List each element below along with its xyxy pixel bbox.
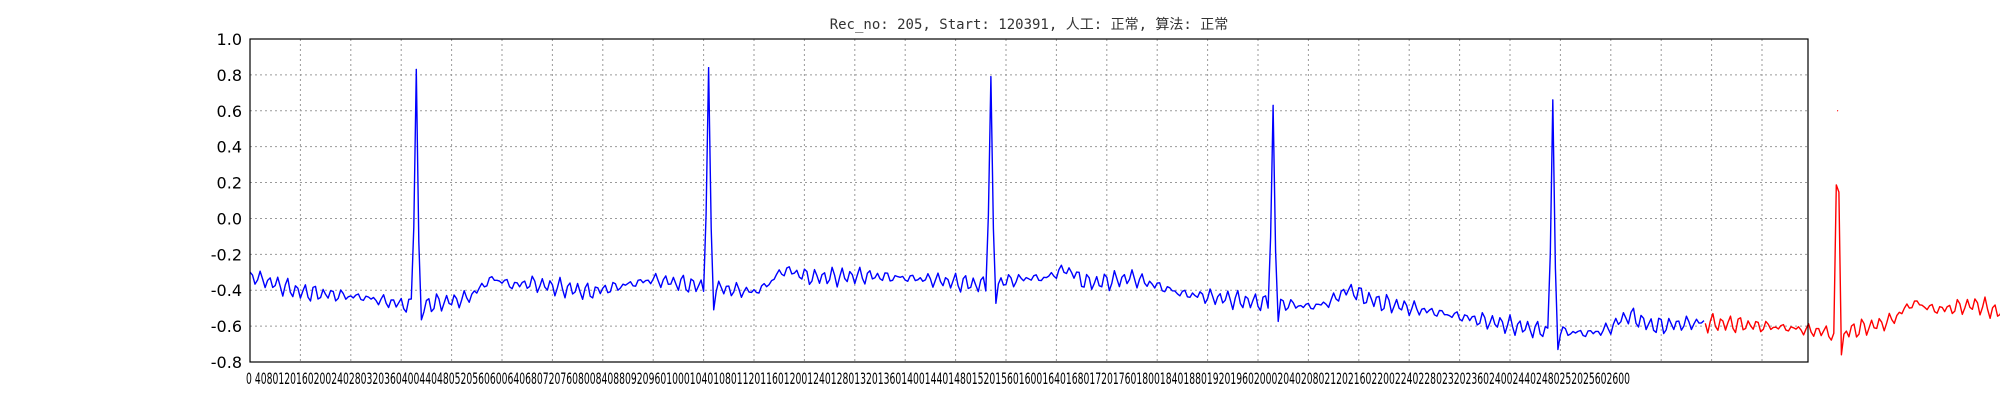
- chart-title: Rec_no: 205, Start: 120391, 人工: 正常, 算法: …: [830, 17, 1229, 33]
- y-tick-label: 0.8: [217, 66, 242, 85]
- r-peak: [708, 67, 710, 69]
- grid: [249, 38, 1808, 363]
- r-peak: [1552, 99, 1554, 101]
- y-tick-label: -0.2: [211, 245, 242, 264]
- x-axis-tick-labels: 0 40801201602002402803203604004404805205…: [246, 369, 1630, 388]
- y-tick-label: 1.0: [217, 30, 242, 49]
- ecg-series-normal: [249, 67, 1705, 351]
- series-layer: [249, 67, 2000, 356]
- ecg-series-highlight: [1704, 184, 2000, 356]
- r-peak: [1272, 104, 1274, 106]
- y-tick-label: -0.6: [211, 317, 242, 336]
- r-peak-highlight: [1837, 110, 1839, 112]
- plot-frame: [249, 38, 1809, 363]
- r-peak: [990, 76, 992, 78]
- y-tick-label: 0.6: [217, 102, 242, 121]
- y-tick-label: 0.0: [217, 209, 242, 228]
- r-peak: [415, 68, 417, 71]
- y-tick-label: -0.4: [211, 281, 242, 300]
- y-tick-label: 0.4: [217, 138, 242, 157]
- y-axis-ticks: 1.0 0.8 0.6 0.4 0.2 0.0 -0.2 -0.4 -0.6 -0.8: [211, 30, 242, 372]
- y-tick-label: -0.8: [211, 353, 242, 372]
- y-tick-label: 0.2: [217, 174, 242, 193]
